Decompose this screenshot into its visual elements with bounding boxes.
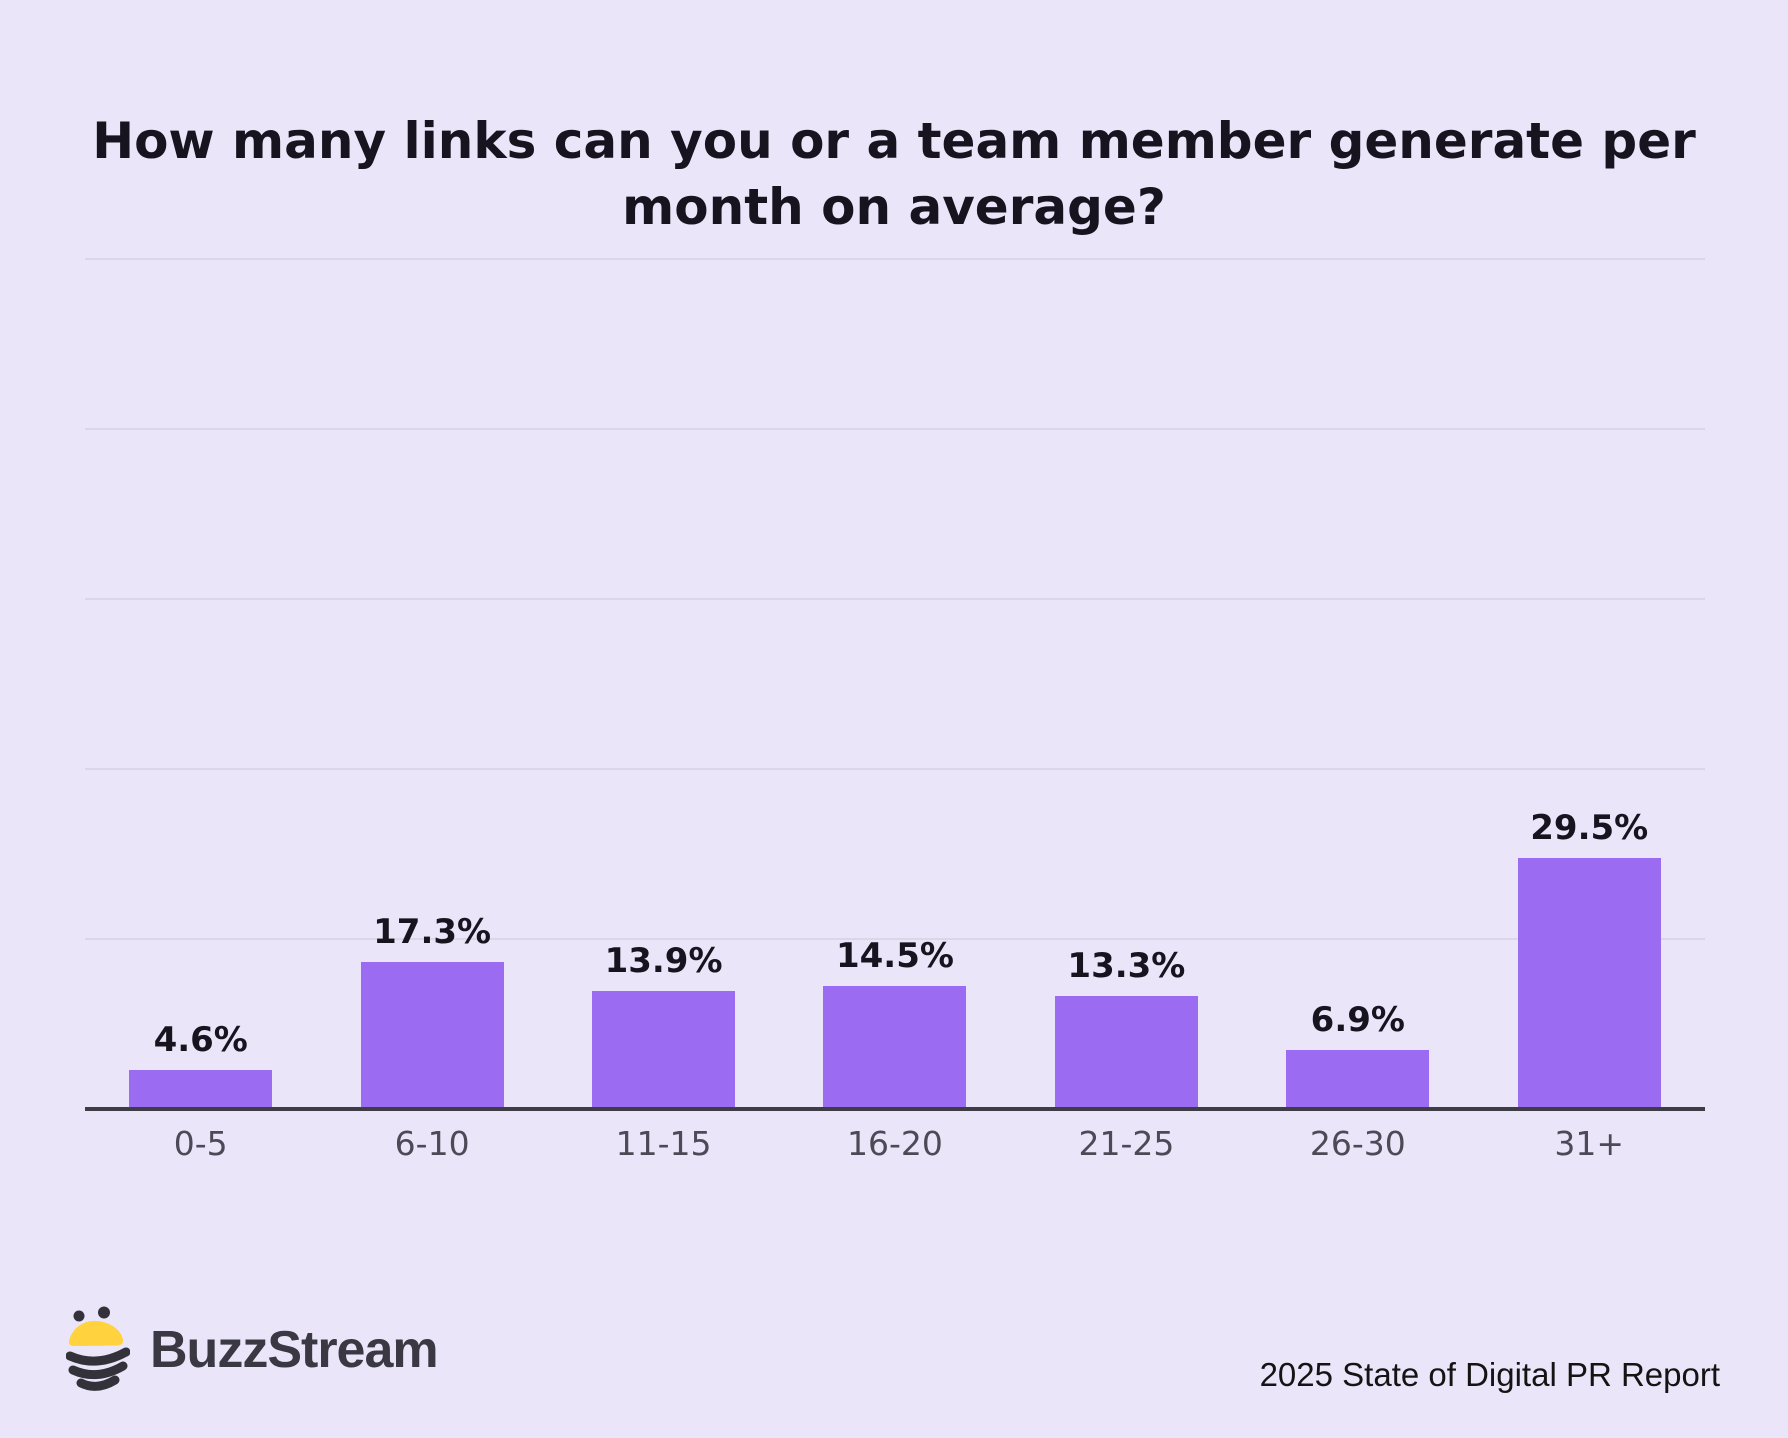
bar-value-label: 17.3% [373, 911, 492, 952]
x-axis-label-21-25: 21-25 [1078, 1124, 1175, 1163]
chart-title-line-1: How many links can you or a team member … [92, 111, 1696, 170]
bar [129, 1069, 273, 1109]
bar-value-label: 29.5% [1530, 808, 1649, 849]
chart-title: How many links can you or a team member … [0, 108, 1788, 240]
x-axis-line [85, 1107, 1705, 1111]
x-axis-label-6-10: 6-10 [394, 1124, 470, 1163]
x-axis-labels: 0-5 6-10 11-15 16-20 21-25 26-30 31+ [85, 1124, 1705, 1163]
bar [1517, 858, 1661, 1109]
bar-value-label: 14.5% [835, 935, 954, 976]
gridline-80 [85, 428, 1705, 430]
buzzstream-logo: BuzzStream [66, 1302, 439, 1398]
bar-slot-31+: 29.5% [1474, 808, 1705, 1109]
bar-value-label: 13.9% [604, 940, 723, 981]
gridline-40 [85, 768, 1705, 770]
bar-value-label: 4.6% [153, 1019, 248, 1060]
bar-slot-6-10: 17.3% [316, 912, 547, 1109]
bar-value-label: 6.9% [1310, 1000, 1405, 1041]
bar [1286, 1050, 1430, 1109]
bee-icon [66, 1306, 130, 1391]
bar-slot-11-15: 13.9% [548, 941, 779, 1109]
bar [823, 985, 967, 1109]
x-axis-label-0-5: 0-5 [173, 1124, 228, 1163]
bars-row: 4.6% 17.3% 13.9% 14.5% 13.3% 6.9% 29.5% [85, 259, 1705, 1109]
brand-wordmark: BuzzStream [150, 1321, 439, 1379]
bar [592, 990, 736, 1109]
report-title: 2025 State of Digital PR Report [1259, 1356, 1720, 1393]
x-axis-label-11-15: 11-15 [615, 1124, 712, 1163]
bar-slot-16-20: 14.5% [779, 936, 1010, 1109]
gridline-20 [85, 938, 1705, 940]
x-axis-label-16-20: 16-20 [847, 1124, 943, 1163]
bar [1054, 995, 1198, 1109]
gridline-100 [85, 258, 1705, 260]
bar-value-label: 13.3% [1067, 945, 1186, 986]
x-axis-label-31+: 31+ [1554, 1124, 1625, 1163]
plot-area: 4.6% 17.3% 13.9% 14.5% 13.3% 6.9% 29.5% [85, 258, 1705, 1111]
bar-slot-21-25: 13.3% [1011, 946, 1242, 1109]
gridline-60 [85, 598, 1705, 600]
chart-title-line-2: month on average? [622, 177, 1166, 236]
bar-slot-26-30: 6.9% [1242, 1000, 1473, 1109]
bar-slot-0-5: 4.6% [85, 1020, 316, 1109]
bar [360, 961, 504, 1109]
x-axis-label-26-30: 26-30 [1309, 1124, 1406, 1163]
